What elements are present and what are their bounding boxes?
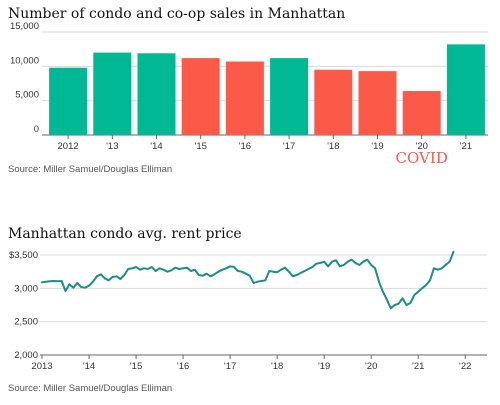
rent-x-tick-label: 2013 bbox=[31, 361, 52, 372]
sales-bars bbox=[49, 44, 485, 135]
sales-x-tick-label: '20 bbox=[416, 141, 428, 152]
rent-x-tick-label: '18 bbox=[271, 361, 283, 372]
rent-x-tick-label: '16 bbox=[177, 361, 189, 372]
rent-y-grid bbox=[40, 254, 487, 356]
sales-bar bbox=[137, 53, 176, 135]
sales-bar bbox=[49, 67, 88, 135]
rent-x-ticks: 2013 '14 '15 '16 '17 '18 '19 '20 '21 '22 bbox=[31, 355, 471, 372]
sales-bar bbox=[446, 44, 485, 135]
covid-annotation: COVID bbox=[396, 149, 448, 167]
rent-y-tick-label: 3,000 bbox=[14, 283, 38, 294]
sales-x-tick-label: '18 bbox=[327, 141, 339, 152]
sales-source: Source: Miller Samuel/Douglas Elliman bbox=[8, 164, 172, 175]
sales-bar bbox=[314, 69, 353, 135]
rent-y-ticks: 2,000 2,500 3,000 $3,500 bbox=[9, 250, 38, 361]
rent-chart-title: Manhattan condo avg. rent price bbox=[8, 226, 242, 242]
sales-y-tick-label: 10,000 bbox=[10, 55, 39, 66]
sales-bar bbox=[181, 58, 220, 135]
sales-chart: Number of condo and co-op sales in Manha… bbox=[8, 6, 488, 175]
sales-chart-title: Number of condo and co-op sales in Manha… bbox=[8, 6, 345, 22]
sales-x-tick-label: 2012 bbox=[58, 141, 79, 152]
sales-x-tick-label: '17 bbox=[283, 141, 295, 152]
rent-x-tick-label: '15 bbox=[130, 361, 142, 372]
rent-y-tick-label: $3,500 bbox=[9, 250, 38, 261]
rent-source: Source: Miller Samuel/Douglas Elliman bbox=[8, 383, 172, 394]
sales-y-tick-label: 0 bbox=[34, 124, 39, 135]
sales-x-tick-label: '15 bbox=[195, 141, 207, 152]
rent-y-tick-label: 2,000 bbox=[14, 350, 38, 361]
sales-x-tick-label: '16 bbox=[239, 141, 251, 152]
sales-bar bbox=[358, 71, 397, 135]
sales-bar bbox=[93, 52, 132, 135]
rent-series-line bbox=[41, 250, 455, 310]
rent-x-tick-label: '14 bbox=[83, 361, 95, 372]
rent-y-tick-label: 2,500 bbox=[14, 317, 38, 328]
rent-x-tick-label: '22 bbox=[459, 361, 471, 372]
sales-x-tick-label: '21 bbox=[460, 141, 472, 152]
sales-bar bbox=[225, 61, 264, 135]
sales-y-ticks: 0 5,000 10,000 15,000 bbox=[10, 21, 39, 135]
sales-bar bbox=[270, 58, 309, 135]
sales-x-tick-label: '13 bbox=[106, 141, 118, 152]
sales-bar bbox=[402, 91, 441, 135]
rent-chart: Manhattan condo avg. rent price 2,000 2,5… bbox=[8, 226, 487, 394]
sales-y-tick-label: 5,000 bbox=[15, 90, 39, 101]
sales-y-tick-label: 15,000 bbox=[10, 21, 39, 32]
rent-x-tick-label: '19 bbox=[318, 361, 330, 372]
rent-x-tick-label: '21 bbox=[412, 361, 424, 372]
rent-x-tick-label: '20 bbox=[365, 361, 377, 372]
sales-x-ticks: 2012 '13 '14 '15 '16 '17 '18 '19 '20 '21 bbox=[58, 135, 472, 152]
sales-x-tick-label: '14 bbox=[150, 141, 162, 152]
rent-x-tick-label: '17 bbox=[224, 361, 236, 372]
sales-x-tick-label: '19 bbox=[371, 141, 383, 152]
